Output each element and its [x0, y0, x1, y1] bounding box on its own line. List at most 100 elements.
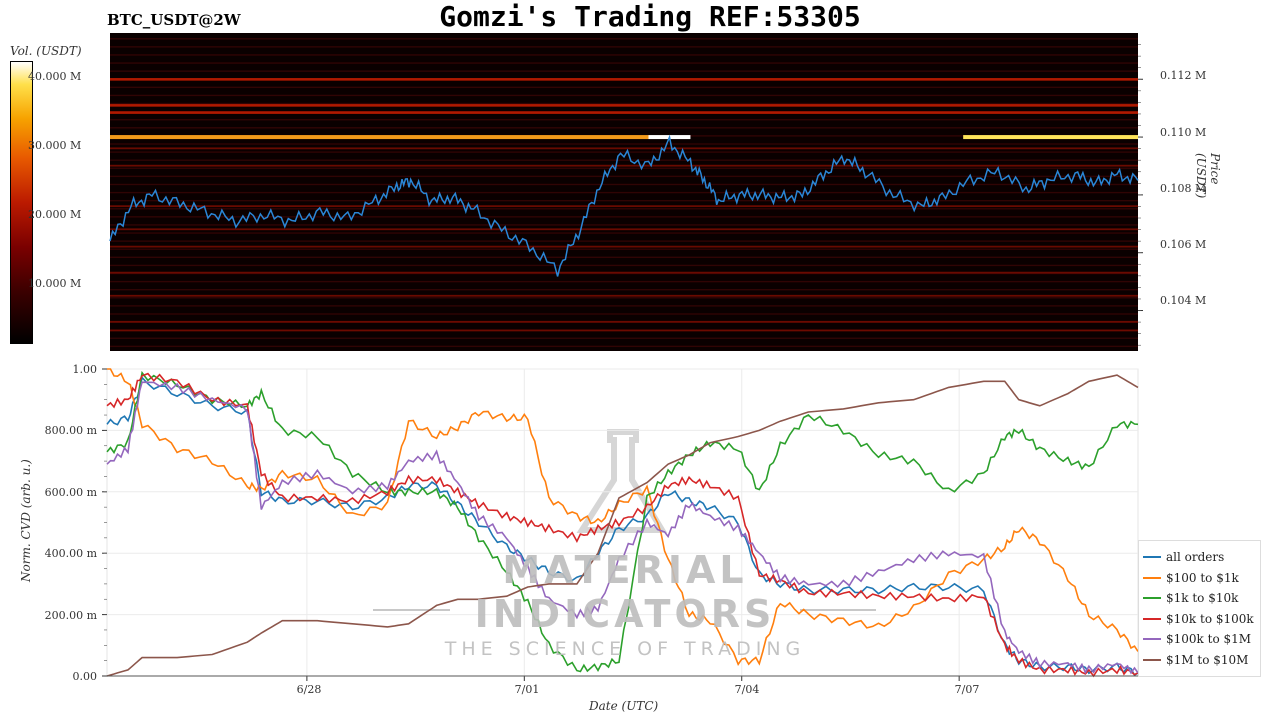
heatmap-texture-band — [110, 345, 1138, 348]
colorbar — [10, 61, 33, 344]
heatmap-texture-band — [110, 143, 1138, 145]
liquidity-band — [110, 205, 1138, 208]
heatmap-texture-band — [110, 175, 1138, 178]
heatmap-texture-band — [110, 305, 1138, 307]
heatmap-texture-band — [110, 86, 1138, 89]
cvd-y-tick: 800.00 m — [44, 424, 97, 437]
price-tick: 0.112 M — [1160, 69, 1207, 82]
heatmap-texture-band — [110, 159, 1138, 161]
heatmap-texture-band — [110, 264, 1138, 267]
legend-label: $100k to $1M — [1166, 632, 1252, 647]
liquidity-wall — [110, 135, 649, 140]
price-tick: 0.108 M — [1160, 182, 1207, 195]
watermark-sub: THE SCIENCE OF TRADING — [444, 638, 806, 660]
heatmap-texture-band — [110, 208, 1138, 210]
legend-item: $1M to $10M — [1143, 650, 1256, 671]
cvd-series-line — [106, 375, 1139, 677]
liquidity-band — [110, 294, 1138, 297]
y-axis-label: Norm. CVD (arb. u.) — [19, 459, 33, 582]
cvd-y-tick: 1.00 — [72, 363, 98, 376]
legend-item: $100k to $1M — [1143, 629, 1256, 650]
legend-item: $1k to $10k — [1143, 588, 1256, 609]
liquidity-band — [110, 245, 1138, 248]
price-tick: 0.110 M — [1160, 126, 1207, 139]
cvd-y-tick: 600.00 m — [44, 486, 97, 499]
liquidity-band — [110, 147, 1138, 150]
cvd-x-tick: 7/01 — [514, 683, 540, 696]
price-tick: 0.104 M — [1160, 294, 1207, 307]
colorbar-title: Vol. (USDT) — [10, 44, 82, 58]
liquidity-band — [110, 164, 1138, 167]
heatmap-texture-band — [110, 232, 1138, 234]
legend: all orders $100 to $1k $1k to $10k $10k … — [1138, 540, 1261, 677]
cvd-y-tick: 200.00 m — [44, 609, 97, 622]
legend-swatch — [1143, 638, 1161, 641]
liquidity-wall — [963, 135, 1138, 140]
heatmap-texture-band — [110, 183, 1138, 186]
cvd-x-tick: 7/07 — [954, 683, 980, 696]
colorbar-tick: 10.000 M — [28, 277, 82, 290]
flask-icon — [576, 429, 668, 533]
chart-title: Gomzi's Trading REF:53305 — [439, 0, 861, 33]
heatmap-texture-band — [110, 199, 1138, 202]
cvd-series-line — [106, 370, 1139, 673]
pair-label: BTC_USDT@2W — [107, 11, 241, 29]
heatmap-texture-band — [110, 191, 1138, 194]
legend-swatch — [1143, 617, 1161, 620]
legend-swatch — [1143, 556, 1161, 559]
colorbar-tick: 40.000 M — [28, 70, 82, 83]
heatmap-texture-band — [110, 280, 1138, 283]
heatmap-texture-band — [110, 216, 1138, 218]
liquidity-band — [110, 111, 1138, 114]
cvd-x-tick: 6/28 — [296, 683, 322, 696]
legend-swatch — [1143, 658, 1161, 661]
legend-item: $100 to $1k — [1143, 568, 1256, 589]
heatmap-texture-band — [110, 167, 1138, 169]
heatmap-texture-band — [110, 102, 1138, 105]
cvd-plot-area — [106, 368, 1139, 677]
heatmap-texture-band — [110, 297, 1138, 299]
legend-label: all orders — [1166, 550, 1225, 565]
cvd-series-line — [107, 368, 1139, 666]
price-tick: 0.106 M — [1160, 238, 1207, 251]
heatmap-texture-band — [110, 119, 1138, 121]
heatmap-texture-band — [110, 337, 1138, 339]
legend-label: $100 to $1k — [1166, 570, 1239, 585]
heatmap-texture-band — [110, 70, 1138, 72]
cvd-x-tick: 7/04 — [734, 683, 760, 696]
heatmap-texture-band — [110, 240, 1138, 242]
legend-label: $10k to $100k — [1166, 611, 1254, 626]
legend-swatch — [1143, 576, 1161, 579]
price-line — [109, 134, 1139, 277]
liquidity-band — [110, 104, 1138, 107]
liquidity-band — [110, 228, 1138, 231]
heatmap-texture-band — [110, 94, 1138, 97]
heatmap-texture-band — [110, 289, 1138, 291]
cvd-series-line — [106, 381, 1139, 675]
heatmap-texture-band — [110, 256, 1138, 259]
x-axis-label: Date (UTC) — [589, 699, 659, 713]
liquidity-band — [110, 78, 1138, 81]
heatmap-texture-band — [110, 151, 1138, 153]
heatmap-texture-band — [110, 313, 1138, 315]
cvd-y-tick: 0.00 — [72, 670, 98, 683]
liquidity-band — [110, 271, 1138, 274]
cvd-series-line — [106, 374, 1139, 677]
heatmap-texture-band — [110, 46, 1138, 48]
heatmap-texture-band — [110, 248, 1138, 250]
heatmap-texture-band — [110, 127, 1138, 129]
legend-swatch — [1143, 597, 1161, 600]
watermark-main: MATERIAL INDICATORS — [474, 548, 776, 636]
colorbar-tick: 30.000 M — [28, 139, 82, 152]
legend-label: $1M to $10M — [1166, 652, 1249, 667]
watermark: MATERIAL INDICATORS THE SCIENCE OF TRADI… — [370, 548, 880, 660]
heatmap-texture-band — [110, 38, 1138, 40]
legend-label: $1k to $10k — [1166, 591, 1239, 606]
heatmap-texture-band — [110, 62, 1138, 64]
heatmap-texture-band — [110, 54, 1138, 56]
heatmap-texture-band — [110, 224, 1138, 226]
legend-item: $10k to $100k — [1143, 609, 1256, 630]
colorbar-tick: 20.000 M — [28, 208, 82, 221]
